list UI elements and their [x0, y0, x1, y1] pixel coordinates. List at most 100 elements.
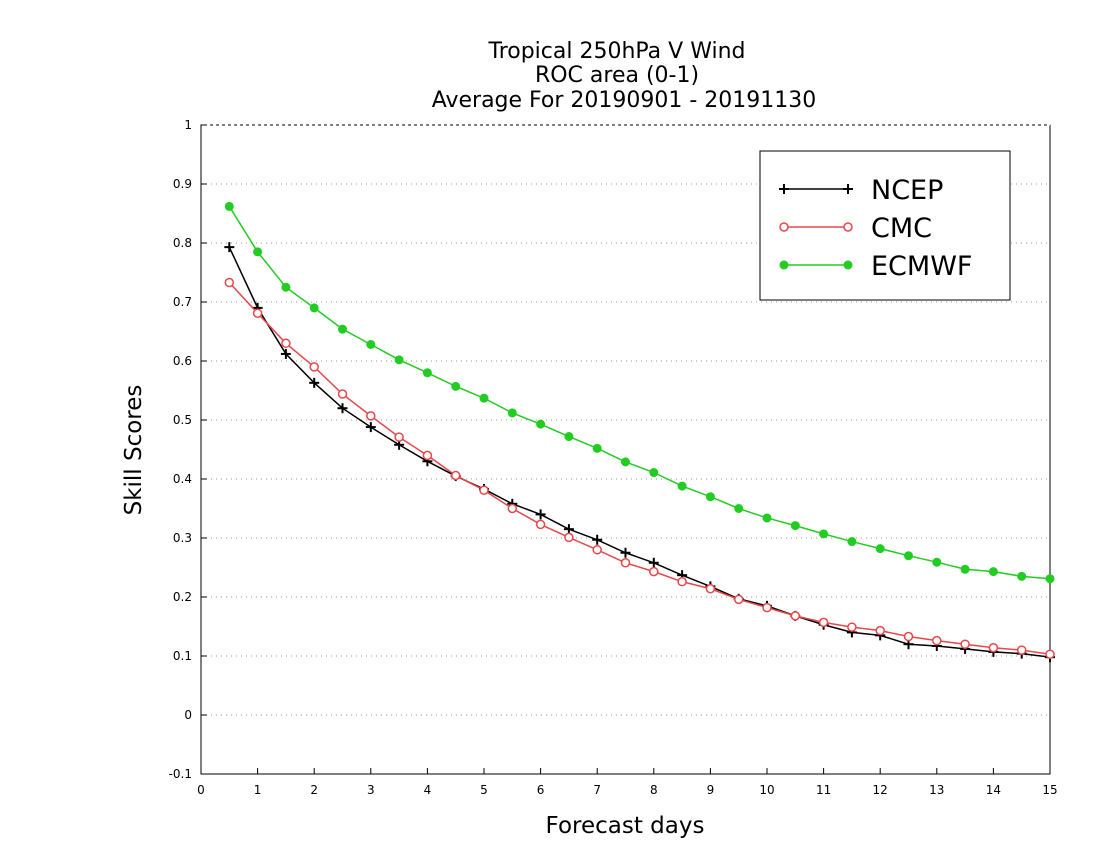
- open-circle-marker: [779, 222, 789, 232]
- title-line-1: Tropical 250hPa V Wind: [487, 39, 745, 64]
- data-point-cmc: [960, 639, 970, 649]
- open-circle-marker: [843, 222, 853, 232]
- series-ecmwf: [224, 201, 1055, 584]
- legend-item-ncep: NCEP: [779, 175, 943, 206]
- data-point-ncep: [620, 547, 631, 558]
- data-point-ecmwf: [338, 324, 347, 334]
- x-tick-label: 14: [986, 783, 1001, 797]
- data-point-cmc: [450, 470, 461, 481]
- data-point-ecmwf: [677, 481, 687, 491]
- data-point-ecmwf: [734, 504, 744, 513]
- data-point-ecmwf: [932, 557, 942, 567]
- x-tick-label: 8: [650, 783, 658, 797]
- legend-label-cmc: CMC: [871, 213, 932, 244]
- data-point-cmc: [592, 545, 602, 555]
- axis-ticks: -0.100.10.20.30.40.50.60.70.80.910 1 2 3 4 5 6…: [169, 118, 1058, 797]
- data-point-ecmwf: [479, 393, 489, 403]
- legend-item-ecmwf: ECMWF: [779, 251, 972, 282]
- data-point-ecmwf: [507, 408, 517, 418]
- x-tick-label: 10: [759, 783, 774, 797]
- data-point-ecmwf: [394, 355, 404, 365]
- y-axis-label: Skill Scores: [121, 385, 147, 516]
- data-point-ncep: [563, 524, 574, 535]
- legend-box: [759, 150, 1011, 301]
- data-point-ecmwf: [564, 432, 574, 442]
- x-tick-label: 6: [537, 783, 545, 797]
- data-point-ecmwf: [847, 537, 857, 547]
- title-line-3: Average For 20190901 - 20191130: [432, 88, 817, 113]
- x-tick-label: 13: [929, 783, 944, 797]
- chart-title: Tropical 250hPa V Wind ROC area (0-1) Av…: [432, 39, 817, 113]
- data-point-cmc: [762, 602, 772, 613]
- y-tick-label: 0.7: [173, 295, 192, 309]
- legend: NCEP CMC ECMWF: [759, 150, 1011, 301]
- data-point-ecmwf: [281, 282, 291, 292]
- x-tick-label: 9: [707, 783, 715, 797]
- y-tick-label: 0.9: [173, 177, 192, 191]
- data-point-cmc: [366, 411, 376, 421]
- data-point-ecmwf: [451, 381, 461, 391]
- y-tick-label: 0.8: [173, 236, 192, 250]
- data-point-ncep: [280, 348, 291, 359]
- data-point-cmc: [649, 566, 659, 577]
- legend-items: NCEP CMC ECMWF: [779, 175, 972, 282]
- legend-label-ecmwf: ECMWF: [871, 251, 972, 282]
- data-point-ncep: [365, 422, 376, 433]
- data-point-ncep: [309, 377, 320, 388]
- data-point-ecmwf: [621, 457, 630, 467]
- x-tick-label: 11: [816, 783, 831, 797]
- y-tick-label: 0.6: [173, 354, 192, 368]
- y-tick-label: 0: [184, 708, 192, 722]
- data-point-cmc: [535, 519, 546, 530]
- x-tick-label: 0: [197, 783, 205, 797]
- x-tick-label: 2: [310, 783, 318, 797]
- data-point-ecmwf: [1045, 574, 1055, 584]
- data-point-ecmwf: [904, 551, 913, 561]
- y-tick-label: 0.3: [173, 531, 192, 545]
- y-tick-label: 0.5: [173, 413, 192, 427]
- data-point-ecmwf: [649, 468, 659, 478]
- data-point-ecmwf: [1017, 571, 1027, 581]
- series-line-cmc: [228, 282, 1051, 655]
- x-axis-label: Forecast days: [546, 813, 705, 839]
- x-tick-label: 3: [367, 783, 375, 797]
- data-point-cmc: [932, 635, 942, 646]
- data-point-ecmwf: [819, 529, 829, 539]
- data-point-cmc: [790, 611, 801, 621]
- x-tick-label: 4: [424, 783, 432, 797]
- data-point-ecmwf: [875, 544, 885, 554]
- y-tick-label: -0.1: [169, 767, 192, 781]
- plot-frame: [200, 124, 1051, 775]
- series-cmc: [224, 277, 1055, 659]
- legend-label-ncep: NCEP: [871, 175, 943, 206]
- data-point-cmc: [507, 503, 518, 514]
- data-point-cmc: [309, 362, 319, 372]
- data-point-cmc: [224, 277, 235, 288]
- data-point-cmc: [620, 558, 631, 568]
- data-point-cmc: [479, 485, 489, 495]
- data-point-ecmwf: [592, 443, 602, 453]
- data-point-cmc: [1045, 649, 1055, 659]
- data-point-ncep: [592, 534, 603, 545]
- y-tick-label: 0.1: [173, 649, 192, 663]
- filled-circle-marker: [779, 260, 789, 270]
- filled-circle-marker: [843, 260, 853, 270]
- data-point-ncep: [337, 403, 348, 414]
- data-point-cmc: [677, 576, 687, 587]
- data-point-cmc: [281, 338, 291, 349]
- data-point-cmc: [733, 594, 744, 605]
- series-layer: [224, 201, 1055, 663]
- data-point-ecmwf: [253, 247, 263, 257]
- data-point-cmc: [337, 389, 348, 399]
- y-tick-label: 0.2: [173, 590, 192, 604]
- x-tick-label: 12: [873, 783, 888, 797]
- data-point-ecmwf: [422, 368, 432, 378]
- title-line-2: ROC area (0-1): [535, 63, 699, 88]
- data-point-cmc: [818, 617, 829, 628]
- data-point-cmc: [252, 308, 263, 318]
- x-tick-label: 1: [254, 783, 262, 797]
- data-point-ecmwf: [705, 492, 715, 502]
- series-ncep: [224, 242, 1055, 663]
- data-point-ncep: [648, 557, 659, 568]
